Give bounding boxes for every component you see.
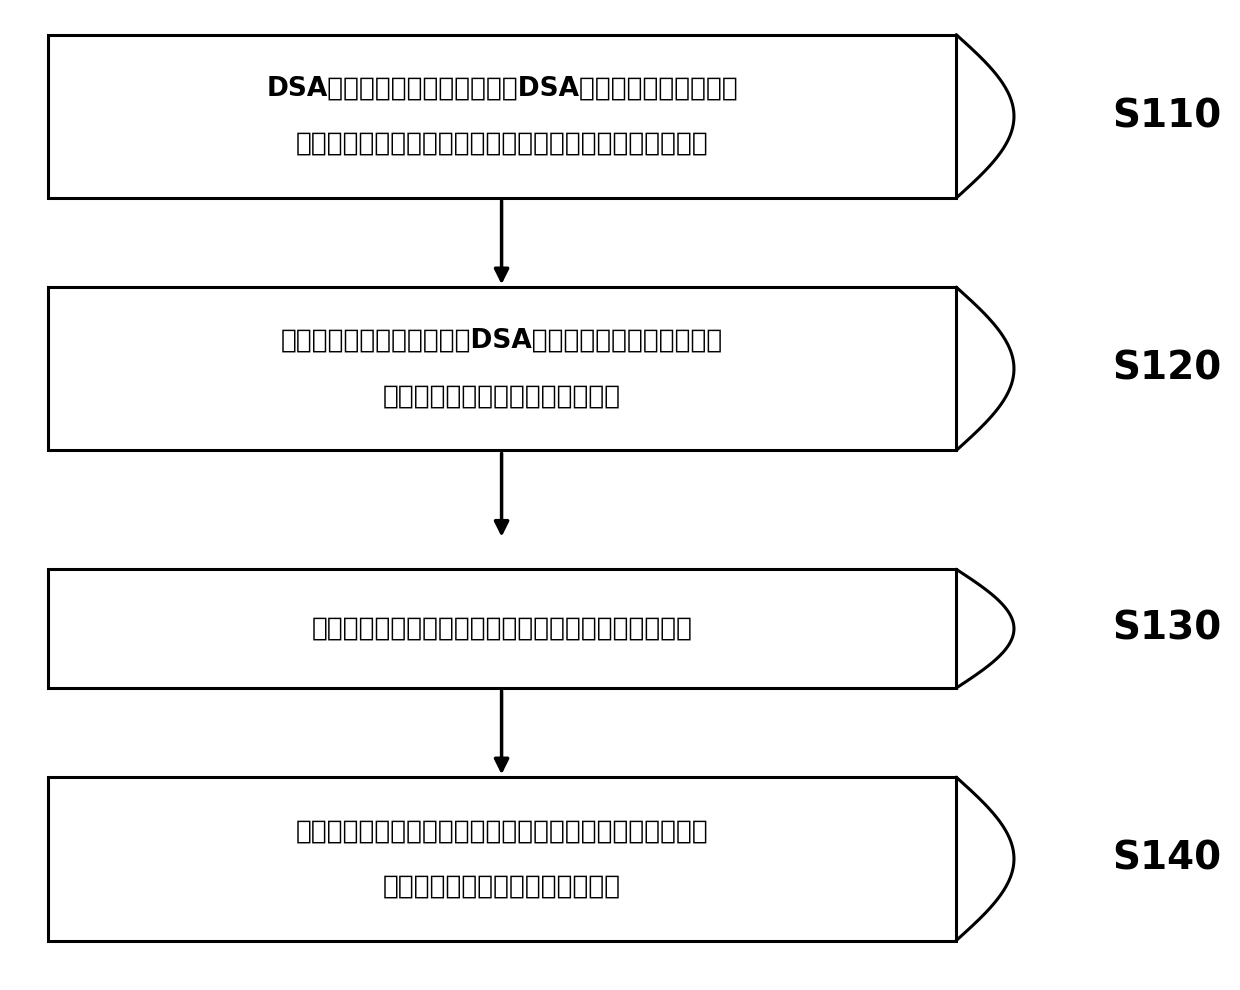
Text: S130: S130 (1112, 610, 1221, 647)
Text: 管测量直径、参考直径以及狭窄率: 管测量直径、参考直径以及狭窄率 (383, 873, 621, 900)
Text: S120: S120 (1112, 349, 1221, 388)
Text: 深度网络分割模块将获取的DSA影像数据中的图像进行分割: 深度网络分割模块将获取的DSA影像数据中的图像进行分割 (281, 328, 723, 354)
FancyBboxPatch shape (48, 777, 956, 940)
Text: 处理，将血管像素与背景像素区分: 处理，将血管像素与背景像素区分 (383, 383, 621, 410)
FancyBboxPatch shape (48, 35, 956, 198)
Text: S110: S110 (1112, 97, 1221, 136)
Text: DSA影像处理模块将实时获取的DSA影像数据转成可供后续: DSA影像处理模块将实时获取的DSA影像数据转成可供后续 (267, 75, 738, 102)
Text: 直径计算模块基于分割处理后的图像和血管中心线，计算血: 直径计算模块基于分割处理后的图像和血管中心线，计算血 (296, 818, 708, 844)
FancyBboxPatch shape (48, 569, 956, 688)
Text: 模块处理的数据流存储到内存中并发送至深度网络分割模块: 模块处理的数据流存储到内存中并发送至深度网络分割模块 (296, 131, 708, 157)
Text: 中心线提取模块提取区分血管像素图像中的血管中心线: 中心线提取模块提取区分血管像素图像中的血管中心线 (311, 616, 693, 642)
Text: S140: S140 (1112, 840, 1221, 878)
FancyBboxPatch shape (48, 287, 956, 450)
